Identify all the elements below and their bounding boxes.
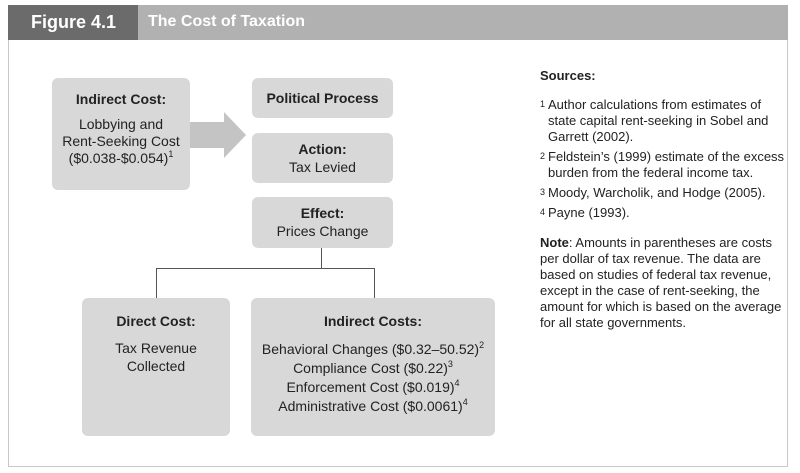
indirect-costs-item-footnote: 2 <box>479 340 485 350</box>
indirect-costs-item: Administrative Cost ($0.0061)4 <box>251 397 495 416</box>
indirect-cost-line2: Rent-Seeking Cost <box>62 133 180 149</box>
note-label: Note <box>540 235 569 250</box>
indirect-costs-title: Indirect Costs: <box>323 313 422 329</box>
indirect-costs-item-text: Behavioral Changes ($0.32–50.52) <box>261 341 480 357</box>
action-title: Action: <box>298 141 347 157</box>
figure-title: The Cost of Taxation <box>148 13 306 30</box>
action-text: Tax Levied <box>289 159 356 175</box>
sources-heading: Sources: <box>540 68 596 83</box>
source-text: Author calculations from estimates of st… <box>548 97 769 144</box>
indirect-costs-item-footnote: 4 <box>454 378 460 388</box>
indirect-costs-box: Indirect Costs: Behavioral Changes ($0.3… <box>251 298 495 436</box>
source-text: Feldstein’s (1999) estimate of the exces… <box>548 149 785 180</box>
indirect-costs-item-text: Administrative Cost ($0.0061) <box>278 398 463 414</box>
indirect-costs-item-text: Compliance Cost ($0.22) <box>293 360 448 376</box>
indirect-costs-item: Enforcement Cost ($0.019)4 <box>251 378 495 397</box>
indirect-costs-item: Behavioral Changes ($0.32–50.52)2 <box>251 340 495 359</box>
source-item: 3 Moody, Warcholik, and Hodge (2005). <box>540 185 785 201</box>
indirect-cost-box: Indirect Cost: Lobbying and Rent-Seeking… <box>52 78 190 190</box>
political-process-box: Political Process <box>252 78 393 118</box>
figure-label: Figure 4.1 <box>8 5 138 40</box>
source-text: Moody, Warcholik, and Hodge (2005). <box>548 185 766 200</box>
figure-header-bar <box>8 5 788 40</box>
indirect-costs-item: Compliance Cost ($0.22)3 <box>251 359 495 378</box>
effect-text: Prices Change <box>276 223 369 239</box>
direct-cost-box: Direct Cost: Tax Revenue Collected <box>82 298 230 436</box>
action-box: Action: Tax Levied <box>252 133 393 183</box>
sources-panel: Sources: 1 Author calculations from esti… <box>540 68 785 331</box>
effect-title: Effect: <box>300 205 345 221</box>
direct-cost-title: Direct Cost: <box>116 313 196 329</box>
source-item: 4 Payne (1993). <box>540 205 785 221</box>
direct-cost-line1: Tax Revenue <box>115 340 197 356</box>
source-number: 4 <box>540 207 546 217</box>
note-text: : Amounts in parentheses are costs per d… <box>540 235 782 330</box>
indirect-cost-footnote: 1 <box>168 149 174 159</box>
source-item: 1 Author calculations from estimates of … <box>540 97 785 145</box>
political-process-title: Political Process <box>266 90 379 106</box>
right-arrow-icon <box>190 112 246 158</box>
source-number: 2 <box>540 151 546 161</box>
indirect-costs-item-text: Enforcement Cost ($0.019) <box>286 379 455 395</box>
direct-cost-line2: Collected <box>126 358 186 374</box>
connector-left-drop <box>156 268 157 298</box>
connector-horizontal <box>156 268 375 269</box>
source-number: 3 <box>540 187 546 197</box>
indirect-costs-item-footnote: 4 <box>462 397 468 407</box>
indirect-cost-title: Indirect Cost: <box>75 91 167 107</box>
connector-vertical-top <box>321 248 322 268</box>
source-number: 1 <box>540 99 546 109</box>
effect-box: Effect: Prices Change <box>252 197 393 248</box>
indirect-cost-line3: ($0.038-$0.054) <box>68 150 169 166</box>
indirect-costs-item-footnote: 3 <box>447 359 453 369</box>
note-paragraph: Note: Amounts in parentheses are costs p… <box>540 235 785 331</box>
indirect-cost-line1: Lobbying and <box>78 116 164 132</box>
connector-right-drop <box>374 268 375 298</box>
source-text: Payne (1993). <box>548 205 630 220</box>
source-item: 2 Feldstein’s (1999) estimate of the exc… <box>540 149 785 181</box>
indirect-cost-line3-wrap: ($0.038-$0.054)1 <box>52 150 190 167</box>
